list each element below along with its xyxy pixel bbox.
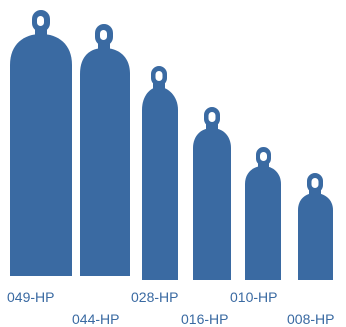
cylinder-body (80, 48, 130, 276)
cylinder-body (142, 87, 178, 280)
cylinder-body (10, 34, 72, 276)
cylinder-016-hp: 016-HP (181, 107, 231, 327)
valve-hole (155, 71, 163, 81)
cylinder-label-008-hp: 008-HP (287, 311, 334, 327)
valve-hole (37, 16, 44, 26)
cylinder-body (193, 128, 231, 280)
cylinder-label-010-hp: 010-HP (230, 289, 277, 305)
cylinder-label-016-hp: 016-HP (181, 311, 228, 327)
cylinder-010-hp: 010-HP (230, 147, 281, 305)
cylinder-label-028-hp: 028-HP (131, 289, 178, 305)
cylinder-neck (258, 162, 269, 170)
valve-hole (311, 178, 319, 188)
cylinder-044-hp: 044-HP (72, 24, 130, 327)
cylinder-neck (35, 28, 47, 38)
cylinder-028-hp: 028-HP (131, 66, 178, 305)
cylinder-body (298, 193, 333, 280)
cylinder-neck (206, 123, 218, 131)
valve-hole (260, 152, 267, 161)
valve-hole (100, 30, 107, 40)
cylinder-label-049-hp: 049-HP (7, 289, 54, 305)
valve-hole (208, 112, 216, 122)
cylinder-label-044-hp: 044-HP (72, 311, 119, 327)
cylinder-body (245, 166, 281, 280)
cylinder-008-hp: 008-HP (287, 173, 334, 327)
cylinder-neck (153, 82, 165, 90)
cylinder-049-hp: 049-HP (7, 10, 72, 305)
cylinder-neck (98, 42, 110, 51)
